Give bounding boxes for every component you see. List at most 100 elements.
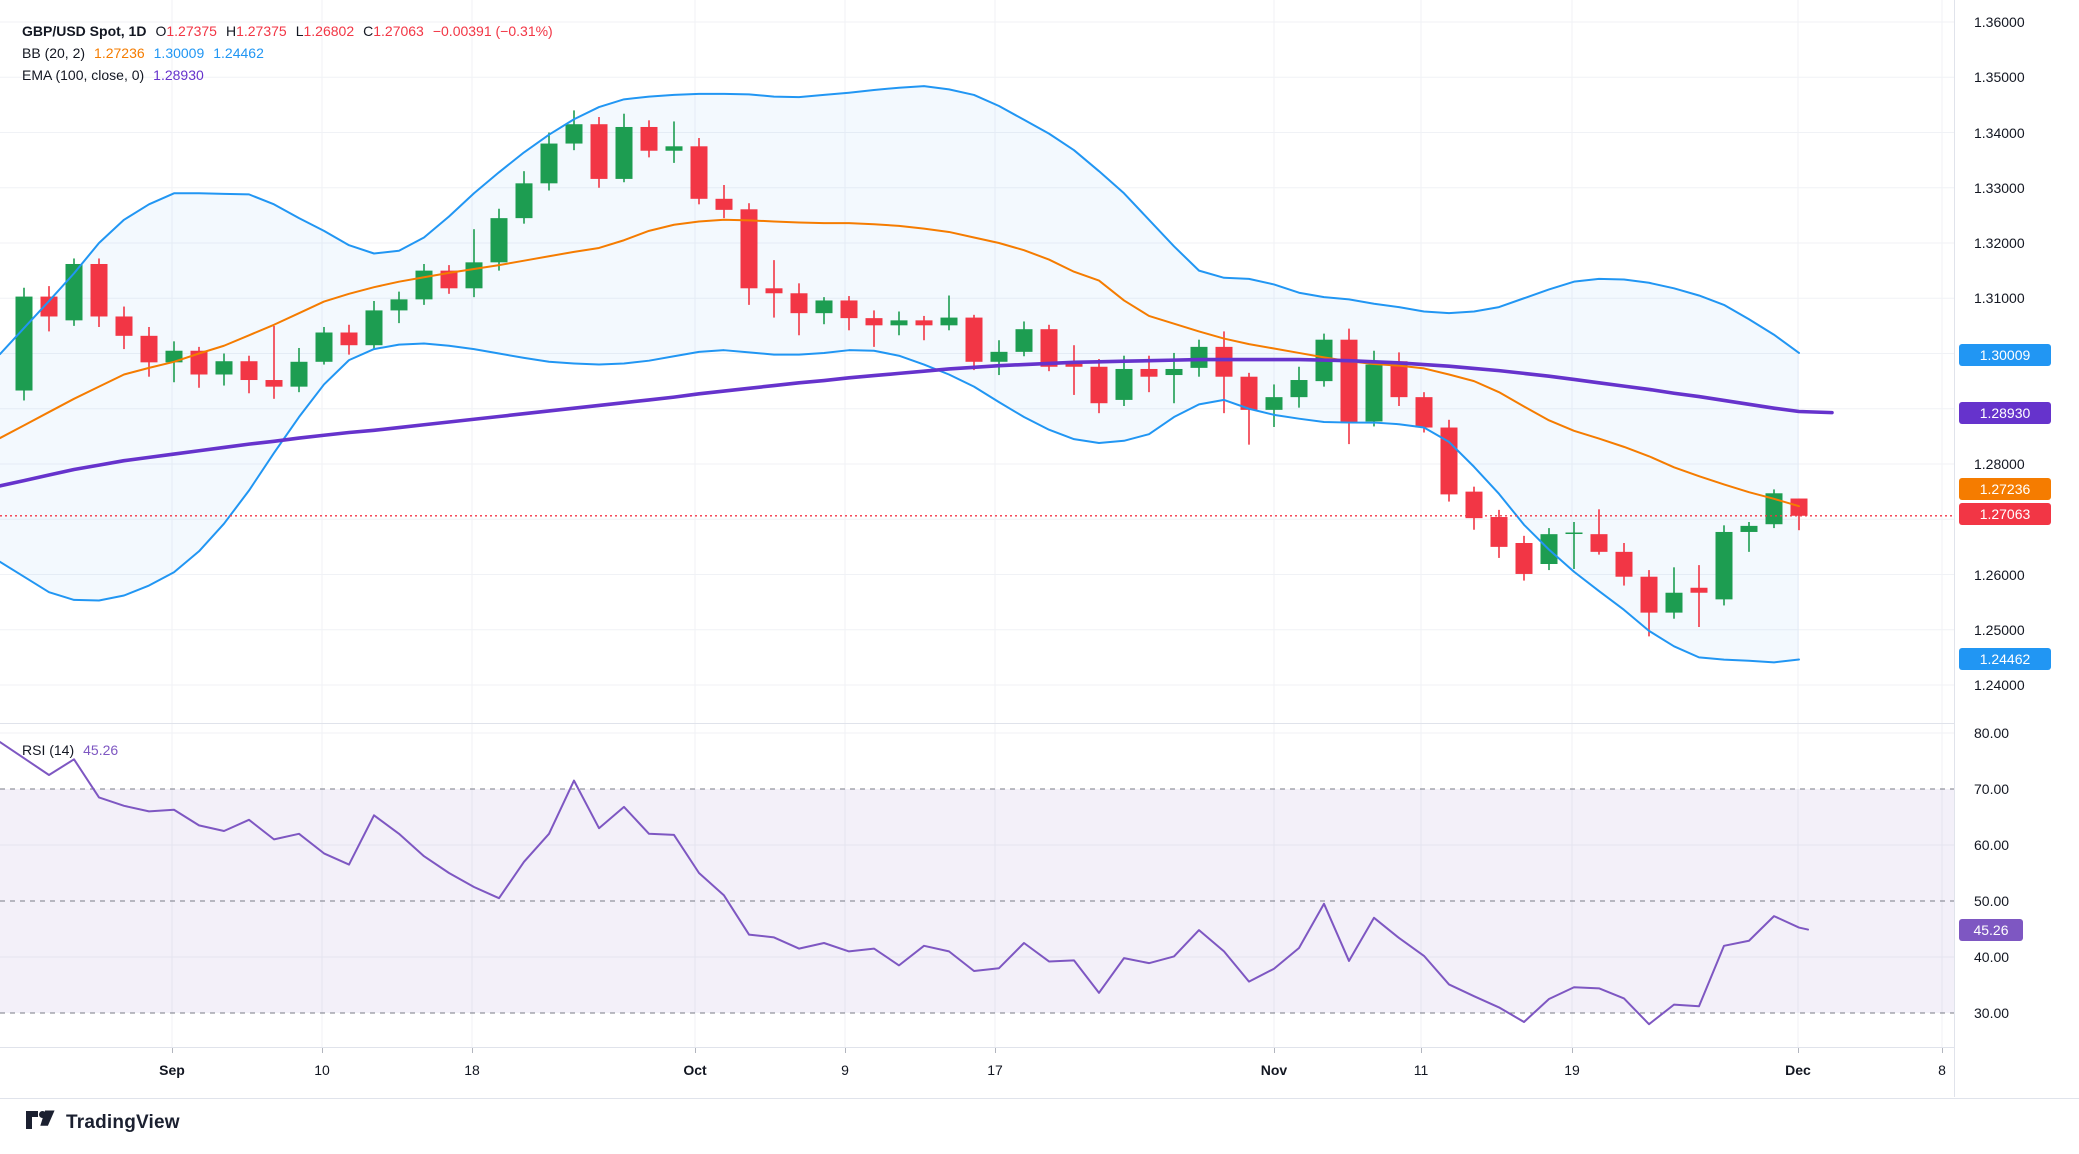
- candle-body[interactable]: [690, 146, 708, 199]
- candle-body[interactable]: [1065, 363, 1083, 367]
- candle-body[interactable]: [965, 317, 983, 362]
- price-axis-badge: 1.27063: [1959, 503, 2051, 525]
- candle-body[interactable]: [1215, 346, 1233, 377]
- price-axis-label: 1.24000: [1974, 677, 2025, 693]
- time-axis-label: 11: [1413, 1062, 1429, 1078]
- bb-name[interactable]: BB (20, 2): [22, 45, 86, 61]
- candle-body[interactable]: [490, 218, 508, 263]
- pane-separator[interactable]: [0, 723, 2079, 724]
- price-axis-label: 1.25000: [1974, 621, 2025, 638]
- candle-body[interactable]: [15, 296, 33, 391]
- candle-body[interactable]: [815, 300, 833, 314]
- candle-body[interactable]: [190, 350, 208, 375]
- candle-body[interactable]: [715, 198, 733, 210]
- candle-body[interactable]: [465, 262, 483, 289]
- candle-body[interactable]: [615, 126, 633, 179]
- candle-body[interactable]: [240, 361, 258, 381]
- candle-body[interactable]: [740, 209, 758, 289]
- candle-body[interactable]: [865, 318, 883, 326]
- candle-body[interactable]: [415, 270, 433, 300]
- change-value: −0.00391 (−0.31%): [432, 23, 553, 39]
- candle-body[interactable]: [515, 183, 533, 219]
- time-axis-tick: [1572, 1048, 1573, 1053]
- bb-lower-value: 1.24462: [213, 45, 264, 61]
- candle-body[interactable]: [1565, 532, 1583, 535]
- candle-body[interactable]: [1090, 366, 1108, 404]
- ema-legend[interactable]: EMA (100, close, 0) 1.28930: [22, 65, 204, 86]
- candle-body[interactable]: [590, 124, 608, 179]
- candle-body[interactable]: [1590, 534, 1608, 552]
- candle-body[interactable]: [1015, 329, 1033, 352]
- candle-body[interactable]: [1515, 543, 1533, 574]
- candle-body[interactable]: [290, 361, 308, 387]
- rsi-axis-label: 60.00: [1974, 837, 2010, 853]
- candle-body[interactable]: [1615, 551, 1633, 577]
- rsi-legend[interactable]: RSI (14) 45.26: [22, 740, 118, 761]
- bb-legend[interactable]: BB (20, 2) 1.27236 1.30009 1.24462: [22, 43, 264, 64]
- candle-body[interactable]: [1040, 329, 1058, 367]
- candle-body[interactable]: [1415, 397, 1433, 428]
- time-axis[interactable]: Sep 10 18 Oct 9 17 Nov 11 19 Dec 8: [0, 1047, 2079, 1099]
- candle-body[interactable]: [365, 310, 383, 346]
- candle-body[interactable]: [1140, 368, 1158, 377]
- candle-body[interactable]: [1165, 368, 1183, 376]
- candle-body[interactable]: [1290, 380, 1308, 398]
- candle-body[interactable]: [165, 350, 183, 363]
- candle-body[interactable]: [1340, 339, 1358, 424]
- price-axis[interactable]: 1.36000 1.35000 1.34000 1.33000 1.32000 1.310…: [1954, 0, 2079, 1097]
- candle-body[interactable]: [90, 263, 108, 317]
- candle-body[interactable]: [340, 332, 358, 346]
- rsi-axis-label: 50.00: [1974, 893, 2010, 909]
- bb-basis-line: [0, 218, 1800, 508]
- rsi-band: [0, 789, 1954, 1013]
- ema-name[interactable]: EMA (100, close, 0): [22, 67, 145, 83]
- bb-upper-value: 1.30009: [153, 45, 205, 61]
- candle-body[interactable]: [1265, 397, 1283, 410]
- bb-lower-line: [0, 342, 1800, 664]
- candle-body[interactable]: [440, 270, 458, 289]
- candle-body[interactable]: [1365, 364, 1383, 422]
- chart-plot-area[interactable]: [0, 0, 1954, 1047]
- candle-body[interactable]: [215, 361, 233, 375]
- candle-body[interactable]: [1240, 376, 1258, 410]
- symbol-legend[interactable]: GBP/USD Spot, 1D O1.27375 H1.27375 L1.26…: [22, 21, 553, 42]
- candle-body[interactable]: [990, 351, 1008, 362]
- price-axis-label: 1.26000: [1974, 566, 2025, 583]
- candle-body[interactable]: [1190, 346, 1208, 368]
- close-value: 1.27063: [373, 23, 424, 39]
- rsi-name[interactable]: RSI (14): [22, 742, 75, 758]
- candle-body[interactable]: [790, 293, 808, 314]
- candle-body[interactable]: [840, 300, 858, 319]
- candle-body[interactable]: [890, 320, 908, 326]
- candle-body[interactable]: [1490, 517, 1508, 547]
- symbol-title[interactable]: GBP/USD Spot, 1D: [22, 23, 147, 39]
- candle-body[interactable]: [1440, 427, 1458, 495]
- time-axis-label: Nov: [1260, 1062, 1288, 1078]
- rsi-value: 45.26: [83, 742, 119, 758]
- candle-body[interactable]: [390, 299, 408, 311]
- candle-body[interactable]: [765, 288, 783, 294]
- candle-body[interactable]: [1715, 531, 1733, 600]
- candle-body[interactable]: [1640, 576, 1658, 613]
- candle-body[interactable]: [940, 317, 958, 326]
- candle-body[interactable]: [915, 320, 933, 326]
- candle-body[interactable]: [565, 124, 583, 144]
- candle-body[interactable]: [1690, 587, 1708, 593]
- candle-body[interactable]: [40, 296, 58, 317]
- candle-body[interactable]: [665, 146, 683, 151]
- candle-body[interactable]: [540, 143, 558, 184]
- candle-body[interactable]: [1740, 525, 1758, 532]
- price-axis-label: 1.35000: [1974, 69, 2025, 86]
- candle-body[interactable]: [315, 332, 333, 362]
- candle-body[interactable]: [265, 380, 283, 387]
- candle-body[interactable]: [1665, 592, 1683, 613]
- candle-body[interactable]: [140, 335, 158, 363]
- time-axis-tick: [1942, 1048, 1943, 1053]
- candle-body[interactable]: [640, 126, 658, 151]
- candle-body[interactable]: [1465, 491, 1483, 519]
- time-axis-label: 19: [1564, 1062, 1580, 1078]
- candle-body[interactable]: [115, 316, 133, 336]
- candle-body[interactable]: [1115, 368, 1133, 400]
- candle-body[interactable]: [1390, 361, 1408, 398]
- tradingview-logo[interactable]: TradingView: [26, 1110, 180, 1136]
